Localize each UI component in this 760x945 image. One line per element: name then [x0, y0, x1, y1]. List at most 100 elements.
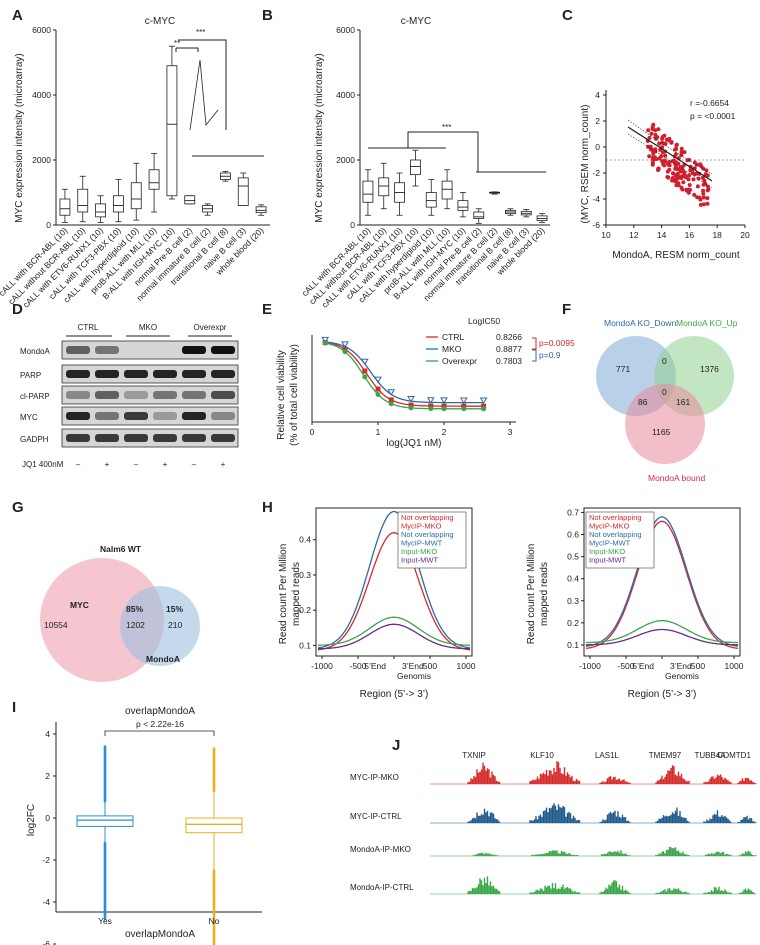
panel-a-ytick-label: 0: [46, 220, 51, 230]
panel-c-point: [657, 156, 662, 161]
panel-i-ytick-label: -6: [42, 939, 50, 945]
panel-j-gene-label: LAS1L: [595, 751, 620, 760]
panel-c-point: [702, 202, 706, 207]
panel-c-point: [674, 177, 679, 182]
panel-h-ytick-label: 0.2: [299, 605, 311, 615]
panel-d-band: [95, 391, 119, 399]
panel-a-box: [148, 169, 160, 190]
panel-label-d: D: [12, 301, 23, 318]
panel-e-curve: [325, 342, 484, 410]
panel-e-point: [342, 349, 348, 355]
panel-c-point: [648, 147, 653, 152]
panel-c-point: [691, 177, 696, 182]
panel-j-track-signal: [467, 876, 756, 894]
panel-i-ytick-label: 4: [45, 729, 50, 739]
panel-g-overlap: 1202: [126, 620, 145, 630]
panel-b-ytick-label: 4000: [336, 90, 355, 100]
panel-c-point: [674, 160, 679, 165]
panel-e-xtick-label: 2: [442, 427, 447, 437]
panel-e-point: [441, 406, 447, 412]
panel-i-pval: p < 2.22e-16: [136, 719, 184, 729]
panel-d-band: [95, 434, 119, 442]
panel-e-point: [426, 397, 435, 404]
panel-b-box: [410, 159, 421, 176]
panel-c-point: [682, 170, 687, 175]
panel-j-gene-label: KLF10: [530, 751, 554, 760]
panel-d-band: [182, 370, 206, 378]
panel-e-point: [388, 401, 394, 407]
panel-c-point: [661, 162, 666, 167]
panel-e-legend-title: LogIC50: [468, 316, 500, 326]
panel-g-set1: MYC: [70, 600, 89, 610]
panel-h-xtick-label: 1000: [457, 661, 476, 671]
panel-c-point: [674, 142, 679, 147]
panel-label-i: I: [12, 699, 16, 716]
panel-c-point: [690, 170, 695, 175]
panel-a-xlabels: cALL with BCR-ABL (10)cALL without BCR-A…: [0, 225, 266, 309]
panel-j-track-label: MondoA-IP-MKO: [350, 845, 411, 854]
panel-h-ytick-label: 0.2: [567, 618, 579, 628]
panel-a-title: c-MYC: [145, 16, 176, 27]
panel-e-point: [341, 341, 349, 348]
panel-h-ytick-label: 0.3: [567, 596, 579, 606]
panel-b-sig: ***: [442, 123, 451, 132]
panel-e-point: [387, 389, 396, 396]
panel-h-xtick-label: -500: [617, 661, 634, 671]
panel-d-group-overexpr: Overexpr: [194, 323, 227, 332]
panel-c-point: [704, 168, 709, 173]
panel-e-point: [428, 403, 434, 409]
panel-h-ytick-label: 0.1: [299, 640, 311, 650]
panel-e-point: [362, 368, 368, 374]
panel-f-circle-bound: [625, 384, 705, 464]
panel-c-point: [647, 135, 652, 140]
panel-a-box: [95, 203, 106, 218]
panel-c-point: [656, 168, 661, 172]
panel-c-point: [696, 176, 701, 181]
panel-e-point: [479, 397, 488, 404]
panel-c-point: [654, 157, 659, 162]
panel-h-curve: [586, 628, 738, 646]
panel-j-track-signal: [471, 846, 757, 856]
panel-d-blot-rows: MondoA PARP cl-PARP MYC GADPH: [20, 340, 239, 448]
panel-d-blot-strip: [61, 428, 239, 448]
panel-c-point: [701, 195, 706, 200]
panel-a-box: [77, 188, 89, 213]
panel-d-group-ctrl: CTRL: [78, 323, 99, 332]
panel-c-point: [687, 173, 692, 178]
panel-h-curve: [317, 623, 471, 650]
panel-b-ytick-label: 6000: [336, 25, 355, 35]
panel-e-ylabel-1: Relative cell viability: [276, 350, 287, 439]
panel-c-point: [681, 180, 686, 185]
panel-c-ytick-label: -2: [592, 168, 600, 178]
panel-h-legend-text: Not overlapping: [589, 530, 642, 539]
panel-e-legend-name: CTRL: [442, 332, 464, 342]
panel-b-box: [441, 180, 453, 200]
panel-d-sign: –: [76, 460, 81, 469]
panel-e: Relative cell viability (% of total cell…: [276, 316, 575, 449]
panel-h-legend-text: Not overlapping: [401, 513, 454, 522]
panel-h-xtick-label: -1000: [579, 661, 601, 671]
panel-e-point: [360, 358, 369, 366]
panel-e-point: [408, 405, 414, 411]
panel-e-ylabel-2: (% of total cell viability): [289, 344, 300, 446]
panel-c-point: [651, 122, 656, 127]
panel-d-band: [95, 346, 119, 354]
panel-c-ytick-label: -6: [592, 220, 600, 230]
panel-a-sig-1: **: [174, 39, 180, 48]
panel-b-box: [457, 200, 469, 211]
panel-f-label-down: MondoA KO_Down: [604, 318, 677, 328]
panel-h-ytick-label: 0.1: [567, 640, 579, 650]
panel-b-boxes: [362, 149, 548, 224]
panel-a-box: [59, 198, 71, 216]
panel-h-xtick-label: 500: [423, 661, 437, 671]
panel-c-point: [679, 150, 684, 154]
panel-a-box: [130, 182, 142, 210]
panel-c-point: [675, 171, 680, 176]
panel-c-xtick-label: 10: [601, 230, 611, 240]
panel-e-point: [321, 336, 330, 344]
panel-d-blot-strip: [61, 364, 239, 384]
panel-a-ytick-label: 2000: [32, 155, 51, 165]
panel-i-ytick-label: 0: [45, 813, 50, 823]
panel-b-ytick-label: 2000: [336, 155, 355, 165]
